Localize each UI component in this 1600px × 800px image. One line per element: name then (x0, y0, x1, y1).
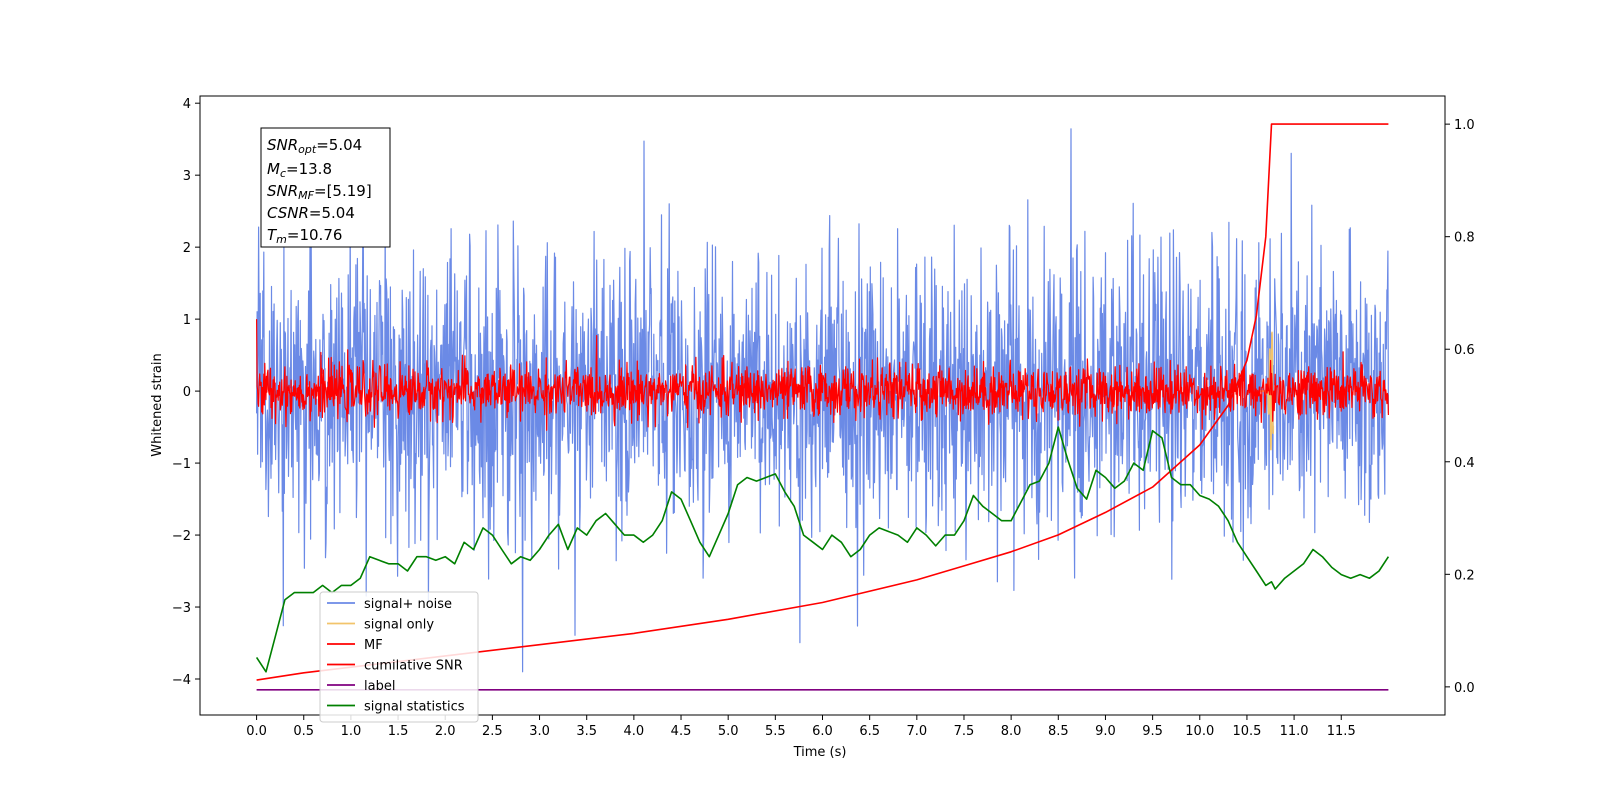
y-tick-label: −4 (172, 673, 191, 688)
x-tick-label: 3.5 (576, 724, 597, 739)
y2-axis: 1.0 0.8 0.6 0.4 0.2 0.0 (1445, 118, 1475, 696)
y-tick-label: 4 (183, 97, 191, 112)
legend-label-mf: MF (364, 638, 383, 653)
x-tick-label: 8.0 (1001, 724, 1022, 739)
x-tick-label: 9.5 (1142, 724, 1163, 739)
y-axis: 4 3 2 1 0 −1 −2 −3 −4 (172, 97, 200, 688)
x-tick-label: 9.0 (1095, 724, 1116, 739)
y-tick-label: 2 (183, 241, 191, 256)
y-tick-label: 1 (183, 313, 191, 328)
legend-label-label: label (364, 679, 395, 694)
legend-label-signal-only: signal only (364, 618, 434, 633)
info-box-frame (260, 127, 391, 248)
x-tick-label: 11.5 (1327, 724, 1356, 739)
x-axis: 0.0 0.5 1.0 1.5 2.0 2.5 3.0 3.5 4.0 4.5 5.0 5.5 6.0 6… (246, 715, 1356, 739)
x-tick-label: 5.0 (718, 724, 739, 739)
y-tick-label: 3 (183, 169, 191, 184)
x-tick-label: 6.0 (812, 724, 833, 739)
x-tick-label: 1.5 (388, 724, 409, 739)
legend-label-signal-statistics: signal statistics (364, 700, 465, 715)
x-tick-label: 0.5 (293, 724, 314, 739)
x-tick-label: 7.5 (954, 724, 975, 739)
series-signal-noise (256, 128, 1389, 673)
x-axis-label: Time (s) (793, 745, 847, 760)
info-tm: Tm=10.76 (267, 226, 342, 246)
info-snr-opt: SNRopt=5.04 (267, 136, 362, 156)
info-mc: Mc=13.8 (267, 160, 332, 180)
x-tick-label: 4.0 (624, 724, 645, 739)
x-tick-label: 8.5 (1048, 724, 1069, 739)
plot-series (255, 123, 1390, 691)
x-tick-label: 4.5 (671, 724, 692, 739)
series-cumilative-snr (256, 123, 1389, 681)
y2-tick-label: 1.0 (1454, 118, 1475, 133)
legend-label-signal-noise: signal+ noise (364, 597, 452, 612)
series-signal-statistics (255, 426, 1390, 673)
info-snr-mf: SNRMF=[5.19] (267, 182, 372, 202)
y2-tick-label: 0.4 (1454, 456, 1475, 471)
y-axis-label: Whitened strain (150, 353, 165, 456)
y2-tick-label: 0.2 (1454, 568, 1475, 583)
y-tick-label: 0 (183, 385, 191, 400)
x-tick-label: 10.5 (1232, 724, 1261, 739)
x-tick-label: 6.5 (859, 724, 880, 739)
x-tick-label: 10.0 (1185, 724, 1214, 739)
x-tick-label: 3.0 (529, 724, 550, 739)
x-tick-label: 0.0 (246, 724, 267, 739)
series-mf (256, 319, 1389, 431)
x-tick-label: 11.0 (1280, 724, 1309, 739)
info-csnr: CSNR=5.04 (267, 204, 355, 222)
y-tick-label: −1 (172, 457, 191, 472)
legend: signal+ noise signal only MF cumilative SNR… (319, 591, 479, 723)
y-tick-label: −3 (172, 601, 191, 616)
y2-tick-label: 0.8 (1454, 231, 1475, 246)
x-tick-label: 5.5 (765, 724, 786, 739)
x-tick-label: 1.0 (341, 724, 362, 739)
x-tick-label: 7.0 (906, 724, 927, 739)
x-tick-label: 2.5 (482, 724, 503, 739)
legend-frame (319, 591, 479, 723)
y2-tick-label: 0.0 (1454, 681, 1475, 696)
legend-label-cumilative-snr: cumilative SNR (364, 659, 463, 674)
y-tick-label: −2 (172, 529, 191, 544)
y2-tick-label: 0.6 (1454, 343, 1475, 358)
info-box: SNRopt=5.04 Mc=13.8 SNRMF=[5.19] CSNR=5.… (260, 127, 391, 248)
x-tick-label: 2.0 (435, 724, 456, 739)
